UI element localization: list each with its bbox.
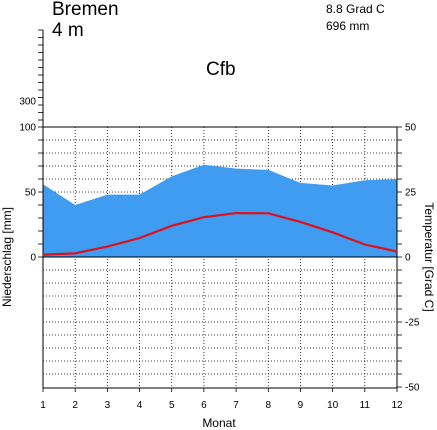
x-tick-label: 10 [327,400,339,411]
temperature-line-layer [42,211,398,256]
right-tick-label: 25 [405,188,417,199]
x-tick-label: 11 [360,400,371,411]
left-tick-label: 0 [30,253,36,264]
right-tick-label: -25 [405,318,420,329]
plot-frame [42,30,398,389]
right-tick-label: 0 [405,253,411,264]
left-tick-label: 50 [25,188,37,199]
left-tick-label: 300 [19,97,36,108]
x-tick-label: 3 [105,400,111,411]
x-tick-label: 4 [137,400,143,411]
x-tick-label: 6 [201,400,207,411]
x-axis-label: Monat [202,416,236,430]
mean-temperature: 8.8 Grad C [326,2,385,16]
annual-precipitation: 696 mm [326,19,370,33]
y-axis-label-right: Temperatur [Grad C] [422,202,436,311]
station-name: Bremen [52,0,119,20]
x-tick-label: 5 [169,400,175,411]
left-tick-label: 100 [19,123,36,134]
x-tick-label: 1 [40,400,46,411]
x-tick-label: 9 [298,400,304,411]
right-tick-label: -50 [405,383,420,394]
x-tick-label: 7 [233,400,239,411]
x-tick-label: 12 [391,400,403,411]
precipitation-area [43,164,397,257]
station-elevation: 4 m [52,20,84,41]
precipitation-area-layer [43,164,397,257]
right-tick-label: 50 [405,123,417,134]
koeppen-class: Cfb [206,59,236,80]
x-tick-label: 8 [265,400,271,411]
temperature-line [42,211,398,256]
axis-ticks [38,29,402,392]
x-tick-label: 2 [72,400,78,411]
y-axis-label-left: Niederschlag [mm] [0,207,14,307]
